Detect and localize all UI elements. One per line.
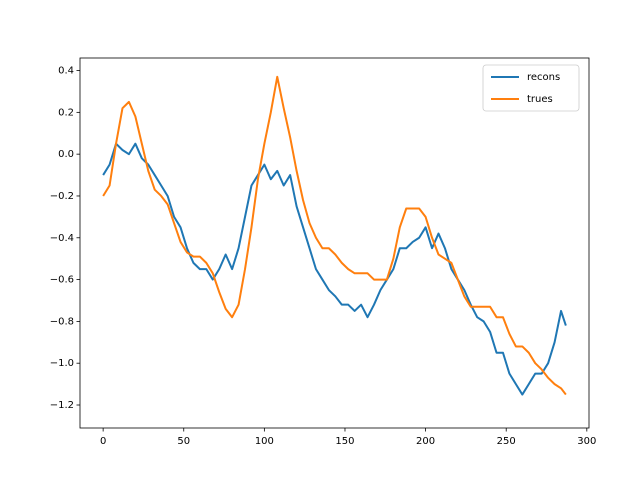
y-tick-label: 0.2 — [58, 107, 74, 118]
y-tick-label: −0.6 — [50, 275, 74, 286]
y-tick-label: −0.2 — [50, 191, 74, 202]
x-tick-label: 50 — [177, 436, 190, 447]
x-tick-label: 100 — [255, 436, 274, 447]
x-tick-label: 0 — [100, 436, 106, 447]
series-line — [102, 142, 567, 396]
y-tick-label: −0.4 — [50, 233, 74, 244]
plot-frame — [79, 57, 590, 429]
x-tick-label: 250 — [497, 436, 516, 447]
x-tick-label: 150 — [335, 436, 354, 447]
legend-label: trues — [527, 94, 553, 105]
x-tick-label: 200 — [416, 436, 435, 447]
x-tick-label: 300 — [577, 436, 596, 447]
y-tick-label: −1.0 — [50, 358, 74, 369]
y-tick-label: 0.0 — [58, 149, 74, 160]
y-tick-label: −0.8 — [50, 316, 74, 327]
y-tick-label: −1.2 — [50, 400, 74, 411]
y-tick-label: 0.4 — [58, 66, 74, 77]
legend-label: recons — [527, 72, 560, 83]
series-line — [102, 75, 567, 396]
